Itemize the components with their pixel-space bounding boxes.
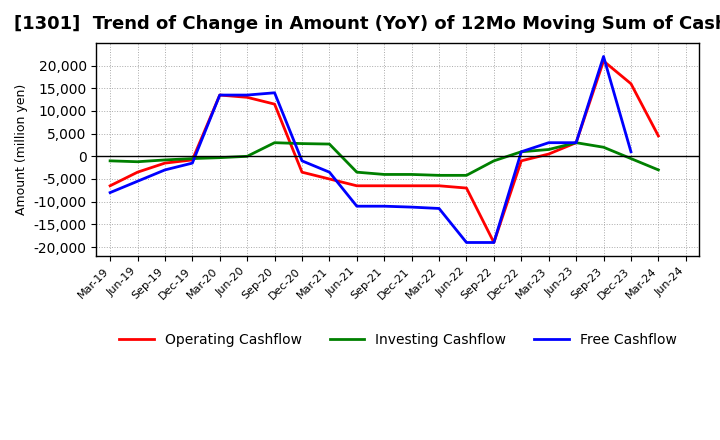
Y-axis label: Amount (million yen): Amount (million yen) xyxy=(15,84,28,215)
Operating Cashflow xyxy=(188,157,197,162)
Operating Cashflow xyxy=(325,176,334,182)
Investing Cashflow xyxy=(188,156,197,161)
Investing Cashflow xyxy=(599,145,608,150)
Free Cashflow xyxy=(188,161,197,166)
Free Cashflow xyxy=(353,204,361,209)
Free Cashflow xyxy=(270,90,279,95)
Title: [1301]  Trend of Change in Amount (YoY) of 12Mo Moving Sum of Cashflows: [1301] Trend of Change in Amount (YoY) o… xyxy=(14,15,720,33)
Free Cashflow xyxy=(626,149,635,154)
Investing Cashflow xyxy=(654,167,662,172)
Investing Cashflow xyxy=(215,155,224,160)
Line: Free Cashflow: Free Cashflow xyxy=(110,56,631,242)
Free Cashflow xyxy=(572,140,580,145)
Investing Cashflow xyxy=(353,169,361,175)
Investing Cashflow xyxy=(572,140,580,145)
Operating Cashflow xyxy=(353,183,361,188)
Operating Cashflow xyxy=(161,161,169,166)
Investing Cashflow xyxy=(380,172,389,177)
Free Cashflow xyxy=(490,240,498,245)
Free Cashflow xyxy=(599,54,608,59)
Investing Cashflow xyxy=(435,173,444,178)
Line: Operating Cashflow: Operating Cashflow xyxy=(110,61,658,242)
Operating Cashflow xyxy=(544,151,553,157)
Operating Cashflow xyxy=(490,240,498,245)
Investing Cashflow xyxy=(408,172,416,177)
Free Cashflow xyxy=(297,158,306,164)
Operating Cashflow xyxy=(297,169,306,175)
Investing Cashflow xyxy=(270,140,279,145)
Operating Cashflow xyxy=(106,183,114,188)
Investing Cashflow xyxy=(517,149,526,154)
Free Cashflow xyxy=(544,140,553,145)
Investing Cashflow xyxy=(161,157,169,162)
Free Cashflow xyxy=(325,169,334,175)
Investing Cashflow xyxy=(462,173,471,178)
Free Cashflow xyxy=(106,190,114,195)
Operating Cashflow xyxy=(599,59,608,64)
Investing Cashflow xyxy=(325,141,334,147)
Free Cashflow xyxy=(408,205,416,210)
Operating Cashflow xyxy=(462,185,471,191)
Free Cashflow xyxy=(517,149,526,154)
Free Cashflow xyxy=(161,167,169,172)
Investing Cashflow xyxy=(106,158,114,164)
Investing Cashflow xyxy=(297,141,306,146)
Free Cashflow xyxy=(435,206,444,211)
Investing Cashflow xyxy=(133,159,142,165)
Free Cashflow xyxy=(215,92,224,98)
Investing Cashflow xyxy=(490,158,498,164)
Free Cashflow xyxy=(462,240,471,245)
Operating Cashflow xyxy=(435,183,444,188)
Investing Cashflow xyxy=(544,147,553,152)
Operating Cashflow xyxy=(380,183,389,188)
Free Cashflow xyxy=(133,179,142,184)
Operating Cashflow xyxy=(270,102,279,107)
Free Cashflow xyxy=(243,92,251,98)
Operating Cashflow xyxy=(408,183,416,188)
Legend: Operating Cashflow, Investing Cashflow, Free Cashflow: Operating Cashflow, Investing Cashflow, … xyxy=(114,327,683,352)
Operating Cashflow xyxy=(215,92,224,98)
Line: Investing Cashflow: Investing Cashflow xyxy=(110,143,658,176)
Operating Cashflow xyxy=(517,158,526,164)
Operating Cashflow xyxy=(626,81,635,86)
Investing Cashflow xyxy=(243,154,251,159)
Operating Cashflow xyxy=(654,133,662,139)
Operating Cashflow xyxy=(572,140,580,145)
Operating Cashflow xyxy=(133,169,142,175)
Free Cashflow xyxy=(380,204,389,209)
Investing Cashflow xyxy=(626,156,635,161)
Operating Cashflow xyxy=(243,95,251,100)
